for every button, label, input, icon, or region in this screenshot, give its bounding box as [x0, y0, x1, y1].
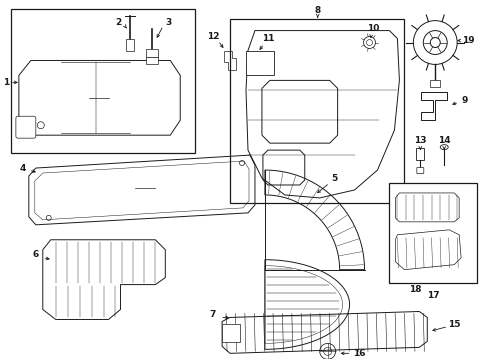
Text: 10: 10 — [366, 24, 379, 33]
Bar — [126, 39, 134, 50]
Text: 11: 11 — [261, 34, 274, 43]
Text: 5: 5 — [331, 174, 337, 183]
Bar — [429, 80, 439, 87]
Text: 16: 16 — [353, 349, 365, 358]
Text: 18: 18 — [408, 285, 421, 294]
Text: 8: 8 — [314, 6, 320, 15]
FancyBboxPatch shape — [416, 167, 423, 174]
Bar — [222, 324, 240, 342]
Text: 7: 7 — [208, 310, 215, 319]
Bar — [229, 19, 404, 203]
Text: 6: 6 — [33, 250, 39, 259]
FancyBboxPatch shape — [16, 116, 36, 138]
Text: 9: 9 — [461, 96, 468, 105]
Bar — [146, 58, 158, 64]
Text: 4: 4 — [20, 163, 26, 172]
Text: 17: 17 — [426, 291, 439, 300]
Text: 14: 14 — [437, 136, 449, 145]
Text: 3: 3 — [165, 18, 171, 27]
Bar — [11, 9, 195, 153]
Bar — [415, 148, 424, 160]
Bar — [146, 49, 158, 58]
Text: 19: 19 — [461, 36, 473, 45]
Text: 1: 1 — [3, 78, 9, 87]
Bar — [245, 50, 273, 75]
Text: 2: 2 — [115, 18, 122, 27]
Text: 15: 15 — [447, 320, 460, 329]
Text: 13: 13 — [413, 136, 426, 145]
Bar — [388, 183, 476, 283]
Text: 12: 12 — [206, 32, 219, 41]
